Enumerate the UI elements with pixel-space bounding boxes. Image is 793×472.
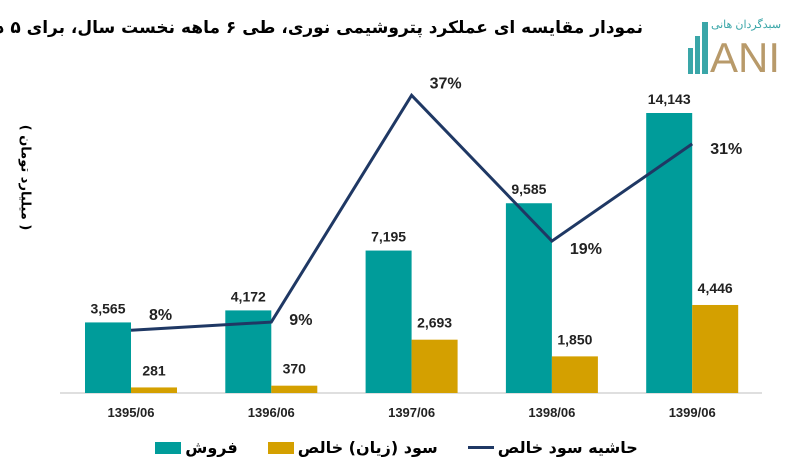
x-tick-label: 1396/06	[248, 405, 295, 420]
legend-swatch	[155, 441, 182, 454]
x-tick-label: 1398/06	[528, 405, 575, 420]
data-label-sales: 7,195	[371, 229, 406, 245]
bar-profit	[551, 356, 598, 393]
bar-sales	[365, 250, 412, 393]
logo-text-fa: سبدگردان هانی	[711, 18, 781, 31]
bar-sales	[85, 322, 131, 393]
legend-swatch	[467, 446, 494, 449]
line-margin	[130, 92, 694, 332]
data-label-profit: 2,693	[417, 315, 452, 331]
x-tick-label: 1397/06	[388, 405, 435, 420]
bar-profit	[131, 387, 177, 393]
data-label-margin: 19%	[570, 241, 602, 258]
bar-sales	[505, 203, 552, 393]
data-label-sales: 14,143	[648, 91, 691, 107]
x-tick-label: 1395/06	[108, 405, 155, 420]
data-label-margin: 9%	[289, 312, 312, 329]
x-tick-label: 1399/06	[669, 405, 716, 420]
legend-label: حاشیه سود خالص	[497, 438, 638, 457]
bar-sales	[646, 113, 693, 393]
bar-profit	[411, 339, 458, 393]
legend-swatch	[267, 441, 294, 454]
data-label-profit: 281	[142, 362, 166, 378]
bar-profit	[692, 304, 739, 393]
logo: سبدگردان هانی ANI	[686, 8, 786, 81]
data-label-profit: 370	[283, 361, 307, 377]
data-label-margin: 8%	[149, 307, 172, 324]
data-label-sales: 9,585	[511, 181, 546, 197]
chart-title: نمودار مقایسه ای عملکرد پتروشیمی نوری، ط…	[0, 18, 643, 38]
data-label-sales: 3,565	[90, 300, 125, 316]
data-label-profit: 4,446	[698, 280, 733, 296]
data-label-profit: 1,850	[557, 331, 592, 347]
logo-text-en: ANI	[710, 34, 780, 74]
data-label-sales: 4,172	[231, 288, 266, 304]
data-label-margin: 31%	[710, 141, 742, 158]
legend-item-profit: سود (زیان) خالص	[267, 438, 438, 457]
bar-profit	[271, 385, 318, 393]
legend: حاشیه سود خالص سود (زیان) خالص فروش	[0, 438, 793, 457]
legend-label: فروش	[185, 438, 238, 457]
legend-item-margin: حاشیه سود خالص	[467, 438, 638, 457]
legend-item-sales: فروش	[155, 438, 238, 457]
data-label-margin: 37%	[430, 75, 462, 92]
legend-label: سود (زیان) خالص	[297, 438, 438, 457]
